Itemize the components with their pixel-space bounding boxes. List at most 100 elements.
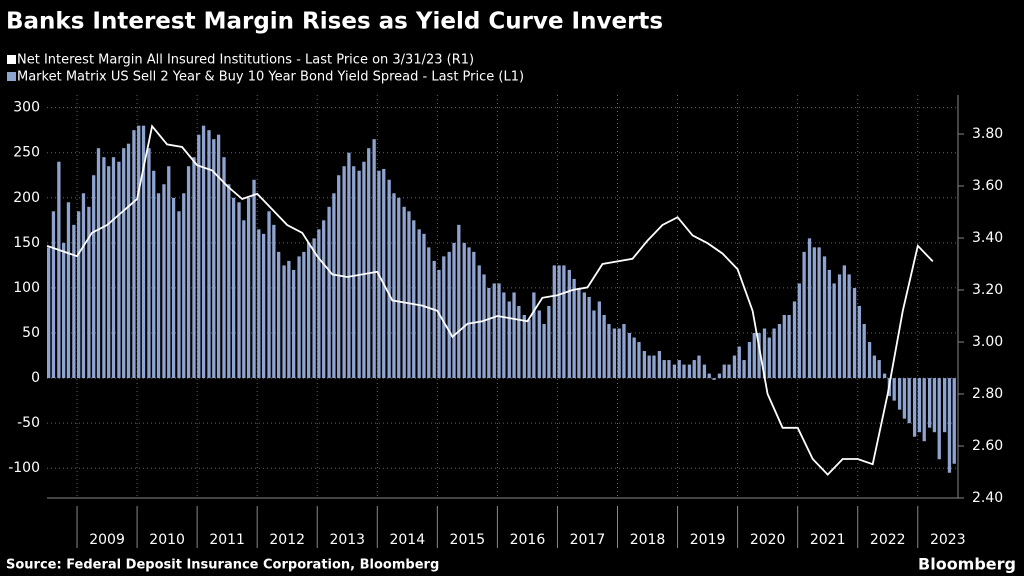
- bar: [246, 197, 251, 379]
- bar: [457, 224, 461, 379]
- bar: [622, 323, 626, 379]
- bar: [807, 238, 812, 379]
- bar: [657, 351, 662, 379]
- bar: [492, 283, 496, 379]
- bar: [192, 157, 196, 379]
- y2-tick-label: 3.60: [972, 178, 1003, 194]
- bar: [167, 166, 171, 379]
- bar: [832, 283, 836, 379]
- bar: [702, 364, 707, 379]
- bar: [682, 364, 686, 379]
- bar: [557, 265, 561, 379]
- bar: [407, 211, 411, 379]
- bar: [141, 125, 146, 379]
- bar: [722, 364, 726, 379]
- bar: [782, 314, 786, 379]
- bar: [442, 256, 446, 379]
- y-tick-label: 150: [13, 235, 40, 251]
- bar: [712, 378, 716, 380]
- bar: [857, 305, 862, 379]
- bar: [216, 134, 221, 379]
- legend-label: Net Interest Margin All Insured Institut…: [17, 53, 474, 68]
- y-tick-label: 300: [13, 100, 40, 116]
- legend-swatch: [7, 72, 16, 81]
- bar: [597, 301, 601, 379]
- bar: [797, 283, 801, 379]
- bar: [732, 355, 737, 379]
- bar: [231, 197, 236, 379]
- bar: [772, 328, 776, 379]
- bar: [162, 184, 166, 379]
- bar: [842, 265, 846, 379]
- x-tick-label: 2018: [630, 532, 666, 548]
- bar: [537, 310, 541, 379]
- bar: [222, 157, 226, 379]
- bar: [397, 197, 401, 379]
- bar: [362, 161, 366, 379]
- y2-tick-label: 2.40: [972, 490, 1003, 506]
- bar: [292, 269, 296, 379]
- x-tick-label: 2020: [750, 532, 786, 548]
- bar: [652, 355, 656, 379]
- bar: [542, 323, 546, 379]
- bar: [867, 342, 872, 379]
- bar: [527, 319, 531, 379]
- x-tick-label: 2021: [810, 532, 846, 548]
- bar: [81, 193, 86, 379]
- bar: [342, 166, 346, 379]
- bar: [847, 274, 851, 379]
- bar: [882, 373, 887, 379]
- bar: [582, 292, 586, 379]
- bar: [96, 148, 101, 379]
- bar: [912, 378, 917, 437]
- bar: [767, 337, 771, 379]
- y2-tick-label: 3.40: [972, 230, 1003, 246]
- bar: [92, 175, 96, 379]
- bar: [237, 202, 241, 379]
- bar: [617, 328, 621, 379]
- bar: [642, 351, 647, 379]
- legend-label: Market Matrix US Sell 2 Year & Buy 10 Ye…: [17, 70, 524, 85]
- bar: [837, 274, 842, 379]
- bar: [757, 333, 761, 379]
- y-tick-label: 200: [13, 190, 40, 206]
- bar: [207, 130, 211, 379]
- bar: [517, 305, 521, 379]
- bar: [587, 296, 591, 379]
- bar: [522, 314, 526, 379]
- bar: [462, 242, 466, 379]
- bar: [662, 360, 666, 379]
- bar: [487, 287, 491, 379]
- x-tick-label: 2009: [89, 532, 125, 548]
- bar: [502, 292, 506, 379]
- source: Source: Federal Deposit Insurance Corpor…: [6, 558, 439, 573]
- bar: [327, 206, 331, 379]
- bar: [877, 360, 881, 379]
- bar: [852, 287, 857, 379]
- x-tick-label: 2022: [870, 532, 906, 548]
- bar: [742, 360, 746, 379]
- x-tick-label: 2014: [389, 532, 425, 548]
- bar: [612, 328, 616, 379]
- bar: [952, 378, 956, 464]
- chart-title: Banks Interest Margin Rises as Yield Cur…: [6, 9, 663, 35]
- bar: [382, 168, 386, 379]
- bar: [677, 360, 681, 379]
- bar: [687, 364, 692, 379]
- bar: [787, 314, 791, 379]
- bar: [87, 206, 91, 379]
- bar: [156, 193, 161, 379]
- bar: [437, 269, 441, 379]
- bar: [762, 328, 767, 379]
- y-tick-label: 250: [13, 145, 40, 161]
- bar: [117, 161, 121, 379]
- bar: [902, 378, 907, 419]
- bar: [627, 333, 632, 379]
- bar: [257, 229, 261, 379]
- y-tick-label: -50: [17, 415, 40, 431]
- bar: [372, 139, 376, 379]
- bar: [747, 342, 752, 379]
- bar: [111, 157, 116, 379]
- x-tick-label: 2016: [510, 532, 546, 548]
- y2-tick-label: 3.20: [972, 282, 1003, 298]
